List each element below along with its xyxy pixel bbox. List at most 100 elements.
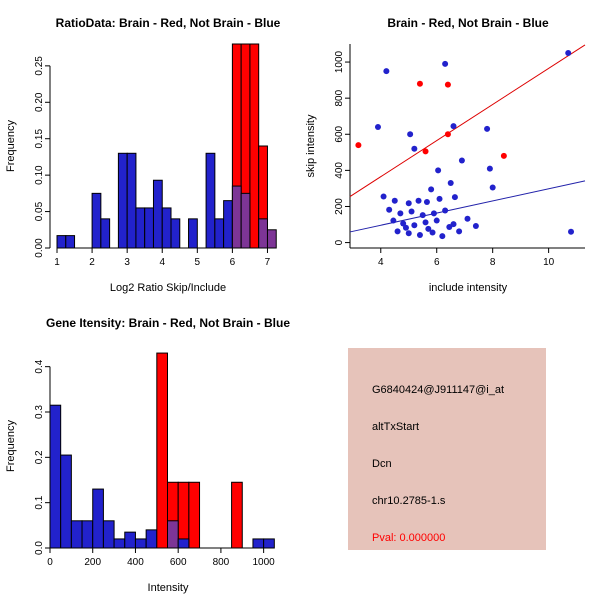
panel-ratio-histogram: RatioData: Brain - Red, Not Brain - Blue… [0,0,300,300]
scatter-point-not-brain [408,208,415,215]
y-axis-label: skip intensity [305,114,317,177]
scatter-point-not-brain [568,228,575,235]
scatter-point-not-brain [394,228,401,235]
scatter-point-not-brain [419,212,426,219]
y-tick-label: 400 [334,162,345,179]
x-axis-label: include intensity [429,282,508,294]
x-tick-label: 1000 [253,557,276,568]
x-tick-label: 4 [159,257,165,268]
chart-title: Gene Itensity: Brain - Red, Not Brain - … [46,316,290,330]
scatter-point-not-brain [450,123,457,130]
intensity-scatter-chart: Brain - Red, Not Brain - Blue include in… [305,16,586,294]
scatter-point-not-brain [411,145,418,152]
histogram-bar-blue [81,520,94,549]
x-tick-label: 6 [434,257,440,268]
scatter-point-not-brain [456,228,463,235]
panel-intensity-scatter: Brain - Red, Not Brain - Blue include in… [300,0,600,300]
scatter-point-not-brain [451,194,458,201]
scatter-point-not-brain [472,222,479,229]
x-tick-label: 0 [47,557,53,568]
scatter-point-not-brain [484,125,491,132]
scatter-point-not-brain [402,224,409,231]
y-axis-label: Frequency [5,120,17,172]
scatter-point-not-brain [436,195,443,202]
histogram-bar-blue [70,520,83,549]
scatter-point-not-brain [380,193,387,200]
scatter-point-not-brain [430,210,437,217]
panel-gene-info: G6840424@J911147@i_at altTxStart Dcn chr… [300,300,600,600]
scatter-point-not-brain [415,197,422,204]
histogram-bar-blue [214,218,225,249]
scatter-point-not-brain [565,50,572,57]
histogram-bar-blue [49,404,62,549]
histogram-bar-blue [161,207,172,249]
event-type-text: altTxStart [372,421,420,433]
scatter-point-not-brain [429,229,436,236]
scatter-point-not-brain [423,198,430,205]
chart-title: Brain - Red, Not Brain - Blue [387,16,549,30]
histogram-bar-red [188,481,201,549]
y-tick-label: 0.3 [34,405,45,419]
histogram-bar-blue [205,152,216,249]
histogram-bar-blue [145,529,158,549]
x-tick-label: 3 [124,257,130,268]
histogram-bar-blue [223,200,233,249]
histogram-bar-blue [152,179,163,249]
x-tick-label: 200 [84,557,101,568]
fit-line-line_blue [349,180,586,233]
scatter-point-brain [422,148,429,155]
histogram-bar-blue [100,218,111,249]
scatter-point-not-brain [397,210,404,217]
scatter-point-not-brain [386,206,393,213]
scatter-point-not-brain [383,68,390,75]
y-tick-label: 0.05 [34,201,45,221]
histogram-bar-blue [177,538,190,549]
x-tick-label: 5 [195,257,201,268]
chart-title: RatioData: Brain - Red, Not Brain - Blue [56,16,281,30]
y-tick-label: 600 [334,125,345,142]
x-tick-label: 800 [213,557,230,568]
scatter-point-not-brain [442,60,449,67]
histogram-bar-purple [240,192,251,249]
y-tick-label: 0.15 [34,129,45,149]
y-tick-label: 0.00 [34,238,45,258]
chromosome-location-text: chr10.2785-1.s [372,495,446,507]
histogram-bar-purple [231,185,242,249]
scatter-point-not-brain [425,225,432,232]
histogram-bar-purple [266,229,277,249]
scatter-point-not-brain [447,180,454,187]
scatter-point-not-brain [374,124,381,131]
scatter-point-not-brain [450,221,457,228]
histogram-bar-blue [134,538,147,549]
x-tick-label: 7 [265,257,271,268]
y-tick-label: 200 [334,198,345,215]
scatter-point-not-brain [405,200,412,207]
scatter-point-brain [416,80,423,87]
scatter-point-not-brain [442,207,449,214]
y-tick-label: 800 [334,89,345,106]
y-tick-label: 0.2 [34,450,45,464]
y-tick-label: 0.1 [34,495,45,509]
scatter-point-brain [500,152,507,159]
scatter-point-not-brain [428,186,435,193]
x-tick-label: 8 [490,257,496,268]
histogram-bar-blue [117,152,128,249]
scatter-point-not-brain [416,232,423,239]
histogram-bar-blue [263,538,275,549]
scatter-point-not-brain [405,230,412,237]
x-tick-label: 6 [230,257,236,268]
scatter-point-brain [355,142,362,149]
scatter-point-not-brain [439,233,446,240]
scatter-point-not-brain [486,165,493,172]
histogram-bar-blue [124,531,136,549]
histogram-bar-red [177,481,190,549]
histogram-bar-red [249,43,260,249]
histogram-bar-blue [65,235,76,249]
scatter-point-not-brain [422,219,429,226]
y-tick-label: 0.10 [34,165,45,185]
scatter-point-not-brain [433,217,440,224]
x-tick-label: 10 [543,257,555,268]
x-tick-label: 4 [378,257,384,268]
x-axis-label: Intensity [148,582,189,594]
